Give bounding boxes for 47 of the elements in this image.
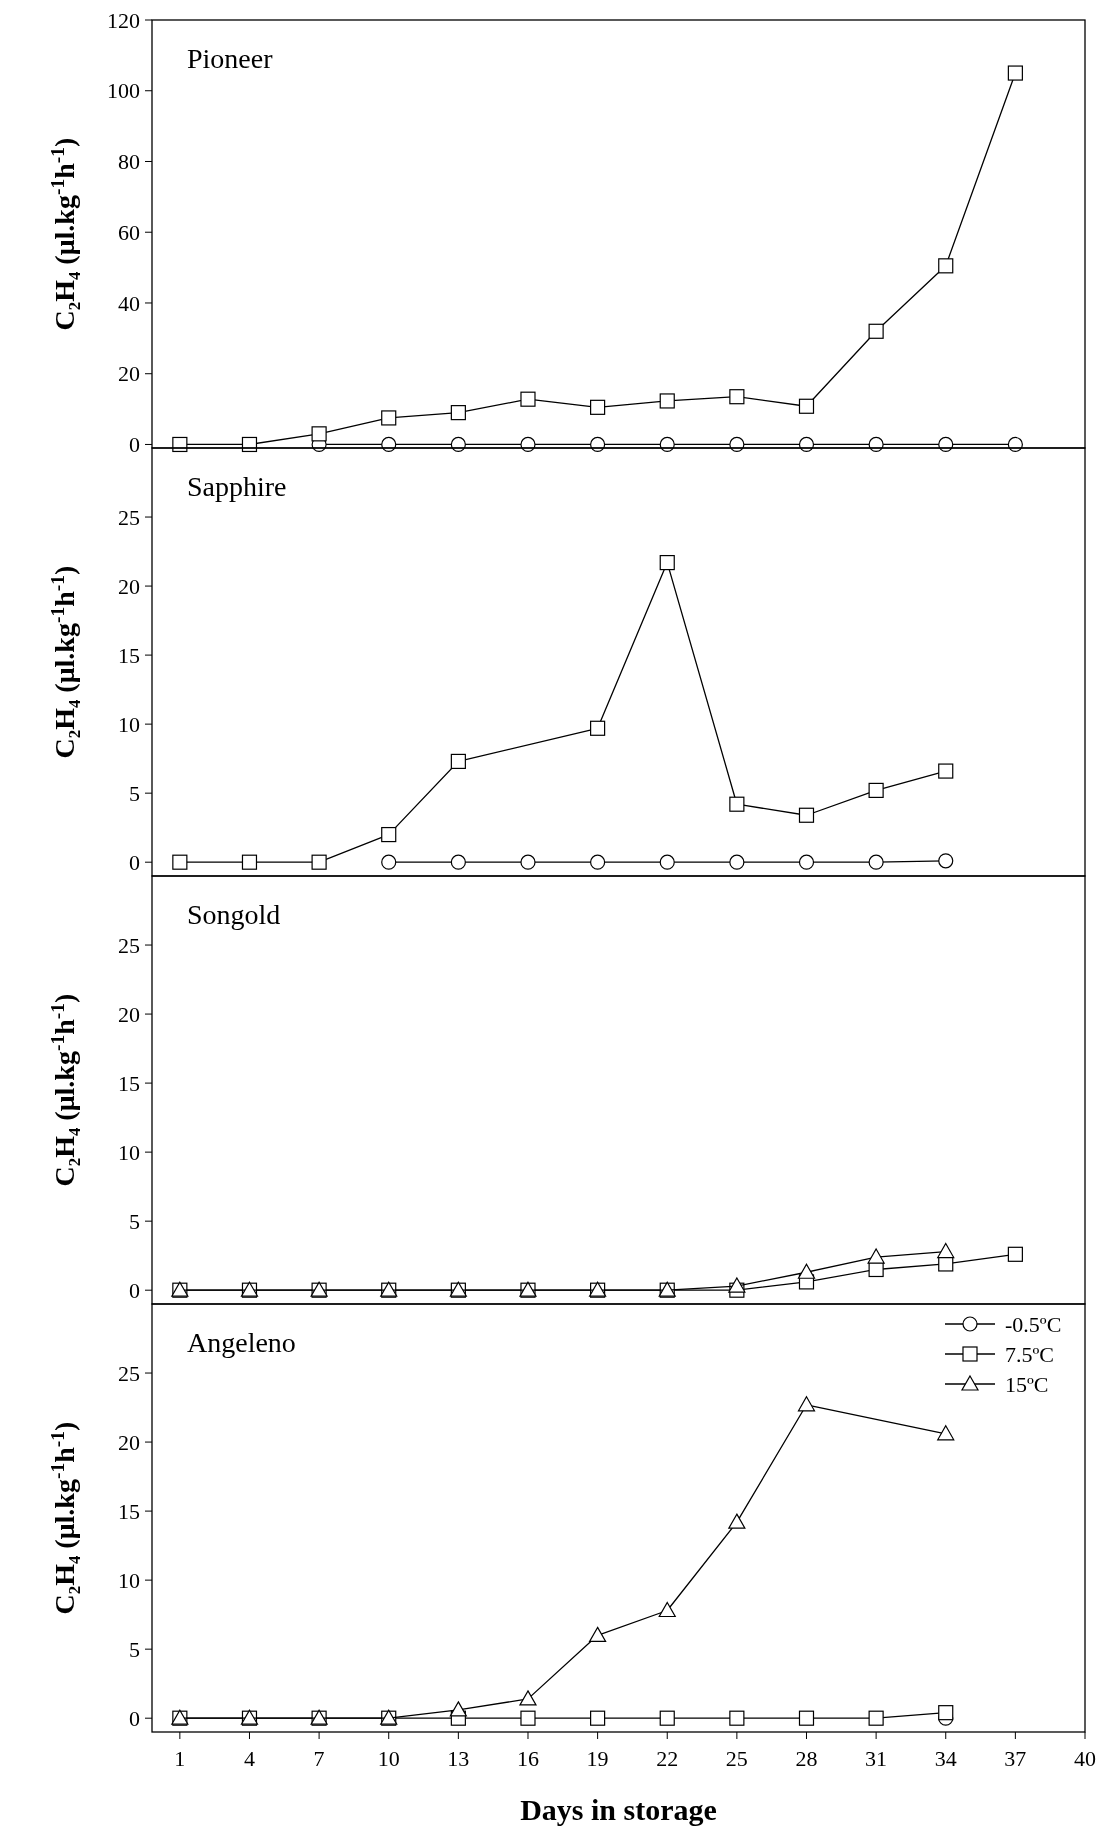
x-tick-label: 7 (313, 1746, 325, 1771)
x-tick-label: 31 (865, 1746, 888, 1771)
x-tick-label: 16 (516, 1746, 539, 1771)
legend-label: 15ºC (1005, 1371, 1049, 1397)
x-tick-label: 28 (795, 1746, 818, 1771)
x-tick-label: 25 (725, 1746, 748, 1771)
text: Angeleno (187, 1327, 296, 1358)
text: Songold (187, 899, 281, 930)
text: Pioneer (187, 43, 274, 74)
y-tick-label: 20 (118, 1429, 140, 1455)
y-tick-label: 25 (118, 1360, 140, 1386)
y-tick-label: 100 (107, 78, 140, 104)
legend-label: 7.5ºC (1005, 1341, 1054, 1367)
y-tick-label: 25 (118, 504, 140, 530)
y-tick-label: 120 (107, 7, 140, 33)
y-tick-label: 20 (118, 1001, 140, 1027)
y-tick-label: 10 (118, 1567, 140, 1593)
y-tick-label: 0 (129, 849, 140, 875)
y-tick-label: 20 (118, 361, 140, 387)
y-tick-label: 10 (118, 1139, 140, 1165)
y-tick-label: 0 (129, 1277, 140, 1303)
x-tick-label: 37 (1004, 1746, 1027, 1771)
y-tick-label: 20 (118, 573, 140, 599)
y-tick-label: 10 (118, 711, 140, 737)
y-tick-label: 15 (118, 1070, 140, 1096)
x-tick-label: 10 (377, 1746, 400, 1771)
y-tick-label: 5 (129, 780, 140, 806)
y-tick-label: 0 (129, 432, 140, 458)
x-tick-label: 13 (447, 1746, 470, 1771)
y-tick-label: 15 (118, 1498, 140, 1524)
x-tick-label: 1 (174, 1746, 186, 1771)
y-tick-label: 0 (129, 1705, 140, 1731)
y-tick-label: 5 (129, 1208, 140, 1234)
x-tick-label: 40 (1074, 1746, 1096, 1771)
y-tick-label: 25 (118, 932, 140, 958)
y-tick-label: 5 (129, 1636, 140, 1662)
x-tick-label: 22 (656, 1746, 679, 1771)
x-tick-label: 4 (243, 1746, 255, 1771)
x-tick-label: 19 (586, 1746, 609, 1771)
x-axis-title: Days in storage (520, 1793, 717, 1826)
y-tick-label: 40 (118, 290, 140, 316)
text: Sapphire (187, 471, 287, 502)
x-tick-label: 34 (934, 1746, 957, 1771)
legend-label: -0.5ºC (1005, 1311, 1062, 1337)
y-tick-label: 80 (118, 149, 140, 175)
y-tick-label: 15 (118, 642, 140, 668)
y-tick-label: 60 (118, 219, 140, 245)
